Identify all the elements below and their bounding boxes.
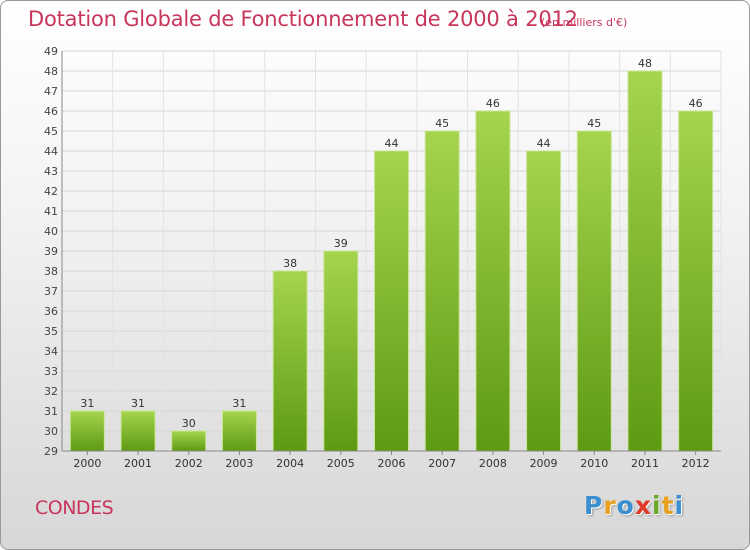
- y-tick-label: 32: [44, 385, 58, 398]
- bar: [374, 150, 409, 452]
- bar-value-label: 39: [334, 237, 348, 250]
- bar: [627, 70, 663, 452]
- y-tick-label: 41: [44, 205, 58, 218]
- y-tick-label: 44: [44, 145, 58, 158]
- bar-value-label: 30: [182, 417, 196, 430]
- y-tick-label: 49: [44, 45, 58, 58]
- y-tick-label: 34: [44, 345, 58, 358]
- chart-unit: (en milliers d'€): [541, 16, 628, 29]
- x-tick-label: 2004: [276, 457, 304, 470]
- x-tick-label: 2002: [175, 457, 203, 470]
- chart-title: Dotation Globale de Fonctionnement de 20…: [28, 7, 578, 31]
- bar: [678, 110, 714, 452]
- x-tick-label: 2003: [225, 457, 253, 470]
- y-tick-label: 40: [44, 225, 58, 238]
- y-tick-label: 38: [44, 265, 58, 278]
- y-tick-label: 47: [44, 85, 58, 98]
- y-tick-label: 46: [44, 105, 58, 118]
- x-tick-label: 2007: [428, 457, 456, 470]
- bar-value-label: 31: [80, 397, 94, 410]
- x-tick-label: 2001: [124, 457, 152, 470]
- bar-value-label: 48: [638, 57, 652, 70]
- bar: [272, 270, 308, 452]
- x-tick-label: 2000: [73, 457, 101, 470]
- logo-letter: i: [652, 491, 662, 520]
- bar: [475, 110, 511, 452]
- logo-letter: P: [584, 491, 604, 520]
- x-tick-label: 2005: [327, 457, 355, 470]
- bar: [171, 430, 207, 452]
- bar: [526, 150, 562, 452]
- bar-value-label: 45: [435, 117, 449, 130]
- bar-value-label: 46: [689, 97, 703, 110]
- x-tick-label: 2010: [580, 457, 608, 470]
- bar: [69, 410, 105, 452]
- y-tick-label: 45: [44, 125, 58, 138]
- logo-letter: o: [616, 491, 635, 520]
- y-tick-label: 33: [44, 365, 58, 378]
- logo-letter: i: [674, 491, 685, 520]
- bar: [576, 130, 612, 452]
- x-tick-label: 2008: [479, 457, 507, 470]
- x-tick-label: 2012: [682, 457, 710, 470]
- y-tick-label: 37: [44, 285, 58, 298]
- x-tick-label: 2011: [631, 457, 659, 470]
- proxiti-logo: Proxiti: [584, 491, 684, 520]
- y-tick-label: 35: [44, 325, 58, 338]
- bar-value-label: 38: [283, 257, 297, 270]
- y-tick-label: 43: [44, 165, 58, 178]
- town-name: CONDES: [35, 497, 114, 519]
- y-tick-label: 42: [44, 185, 58, 198]
- logo-letter: r: [603, 491, 617, 520]
- y-tick-label: 48: [44, 65, 58, 78]
- bar: [120, 410, 156, 452]
- x-tick-label: 2009: [530, 457, 558, 470]
- y-tick-label: 36: [44, 305, 58, 318]
- bar-value-label: 31: [232, 397, 246, 410]
- bar-value-label: 44: [537, 137, 551, 150]
- bar-value-label: 46: [486, 97, 500, 110]
- bar: [424, 130, 460, 452]
- logo-letter: t: [661, 491, 675, 520]
- y-tick-label: 29: [44, 445, 58, 458]
- logo-letter: x: [634, 491, 652, 520]
- y-tick-label: 30: [44, 425, 58, 438]
- x-tick-label: 2006: [378, 457, 406, 470]
- y-tick-label: 31: [44, 405, 58, 418]
- y-tick-label: 39: [44, 245, 58, 258]
- bar: [221, 410, 257, 452]
- bar-value-label: 45: [587, 117, 601, 130]
- bar-value-label: 31: [131, 397, 145, 410]
- bar-value-label: 44: [385, 137, 399, 150]
- bar: [323, 250, 359, 452]
